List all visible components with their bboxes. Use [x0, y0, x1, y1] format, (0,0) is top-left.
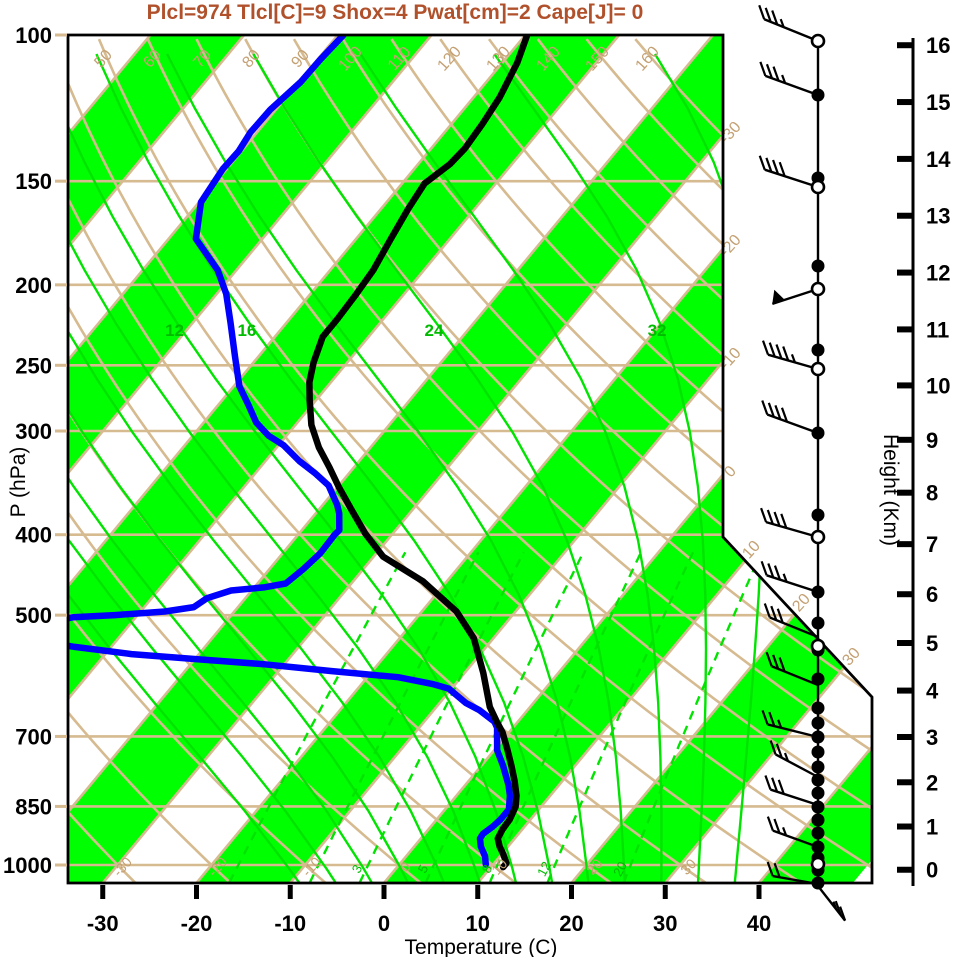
- wind-barb: [758, 4, 819, 43]
- svg-text:700: 700: [15, 724, 52, 749]
- svg-text:120: 120: [434, 43, 465, 74]
- svg-text:1: 1: [926, 815, 938, 840]
- svg-text:-20: -20: [181, 911, 213, 936]
- wind-barb: [817, 885, 847, 922]
- wind-level-circle: [810, 281, 826, 297]
- wind-level-circle: [810, 179, 826, 195]
- svg-text:11: 11: [926, 317, 949, 342]
- svg-text:300: 300: [15, 419, 52, 444]
- wind-level-dot: [811, 259, 825, 273]
- svg-text:2: 2: [926, 770, 938, 795]
- temperature-axis-title: Temperature (C): [404, 936, 558, 957]
- svg-text:100: 100: [15, 23, 52, 48]
- svg-text:10: 10: [466, 911, 490, 936]
- svg-text:20: 20: [559, 911, 583, 936]
- height-axis-title: Height (Km): [879, 433, 902, 547]
- svg-text:150: 150: [15, 169, 52, 194]
- wind-level-dot: [811, 716, 825, 730]
- svg-text:4: 4: [926, 679, 939, 704]
- wind-level-circle: [810, 33, 826, 49]
- wind-level-dot: [811, 813, 825, 827]
- svg-text:8: 8: [926, 481, 938, 506]
- svg-text:13: 13: [926, 204, 950, 229]
- wind-level-dot: [811, 876, 825, 890]
- svg-text:30: 30: [653, 911, 677, 936]
- svg-text:15: 15: [926, 90, 950, 115]
- svg-text:1000: 1000: [3, 853, 52, 878]
- wind-level-dot: [811, 616, 825, 630]
- wind-level-dot: [811, 840, 825, 854]
- axes: -30 -20 -10 0 10 20 30 401001502002503004005007…: [3, 23, 951, 936]
- wind-barb: [759, 61, 819, 97]
- pressure-axis-title: P (hPa): [7, 446, 30, 518]
- svg-text:850: 850: [15, 794, 52, 819]
- plot-border: [66, 33, 874, 885]
- svg-text:400: 400: [15, 523, 52, 548]
- svg-text:16: 16: [237, 321, 256, 340]
- temperature-curve: [306, 35, 531, 871]
- svg-text:12: 12: [926, 261, 950, 286]
- wind-level-dot: [811, 745, 825, 759]
- wind-barb: [760, 507, 819, 539]
- dewpoint-curve: [68, 35, 514, 868]
- chart-title: Plcl=974 Tlcl[C]=9 Shox=4 Pwat[cm]=2 Cap…: [146, 1, 644, 24]
- svg-text:0: 0: [378, 911, 390, 936]
- svg-text:24: 24: [425, 321, 444, 340]
- svg-text:7: 7: [926, 532, 938, 557]
- svg-text:5: 5: [926, 631, 938, 656]
- svg-text:40: 40: [747, 911, 771, 936]
- wind-barb: [764, 775, 819, 807]
- wind-level-dot: [811, 585, 825, 599]
- wind-level-circle: [810, 529, 826, 545]
- wind-barb: [760, 560, 819, 594]
- wind-level-circle: [810, 361, 826, 377]
- wind-level-circle: [810, 638, 826, 654]
- svg-text:6: 6: [926, 582, 938, 607]
- svg-text:10: 10: [926, 373, 950, 398]
- svg-text:14: 14: [926, 147, 951, 172]
- svg-text:-10: -10: [274, 911, 306, 936]
- wind-level-dot: [811, 760, 825, 774]
- svg-text:0: 0: [926, 858, 938, 883]
- wind-barb: [766, 861, 819, 886]
- svg-text:250: 250: [15, 353, 52, 378]
- wind-barb: [771, 287, 819, 305]
- wind-level-circle: [810, 856, 826, 872]
- svg-text:160: 160: [632, 43, 663, 74]
- wind-level-dot: [811, 786, 825, 800]
- wind-level-dot: [811, 773, 825, 787]
- svg-text:20: 20: [610, 859, 630, 879]
- wind-barb: [765, 651, 819, 687]
- wind-barb: [769, 740, 819, 779]
- svg-text:-30: -30: [87, 911, 119, 936]
- wind-level-dot: [811, 701, 825, 715]
- wind-level-dot: [811, 826, 825, 840]
- wind-level-dot: [811, 88, 825, 102]
- wind-level-dot: [811, 800, 825, 814]
- svg-text:200: 200: [15, 273, 52, 298]
- wind-barb: [761, 400, 819, 435]
- wind-barb: [761, 340, 819, 371]
- wind-barb: [766, 816, 819, 849]
- wind-barb: [763, 603, 819, 639]
- wind-level-dot: [811, 730, 825, 744]
- sounding-curves: [68, 35, 531, 871]
- wind-level-dot: [811, 343, 825, 357]
- svg-text:16: 16: [926, 33, 950, 58]
- wind-barb: [761, 710, 819, 739]
- svg-text:9: 9: [926, 428, 938, 453]
- wind-level-dot: [811, 426, 825, 440]
- svg-text:3: 3: [926, 725, 938, 750]
- svg-text:500: 500: [15, 603, 52, 628]
- svg-text:12: 12: [534, 859, 554, 879]
- wind-barb-column: [758, 4, 847, 922]
- svg-text:32: 32: [648, 321, 667, 340]
- wind-level-dot: [811, 672, 825, 686]
- wind-barb: [758, 155, 819, 189]
- wind-level-dot: [811, 508, 825, 522]
- svg-text:12: 12: [165, 321, 184, 340]
